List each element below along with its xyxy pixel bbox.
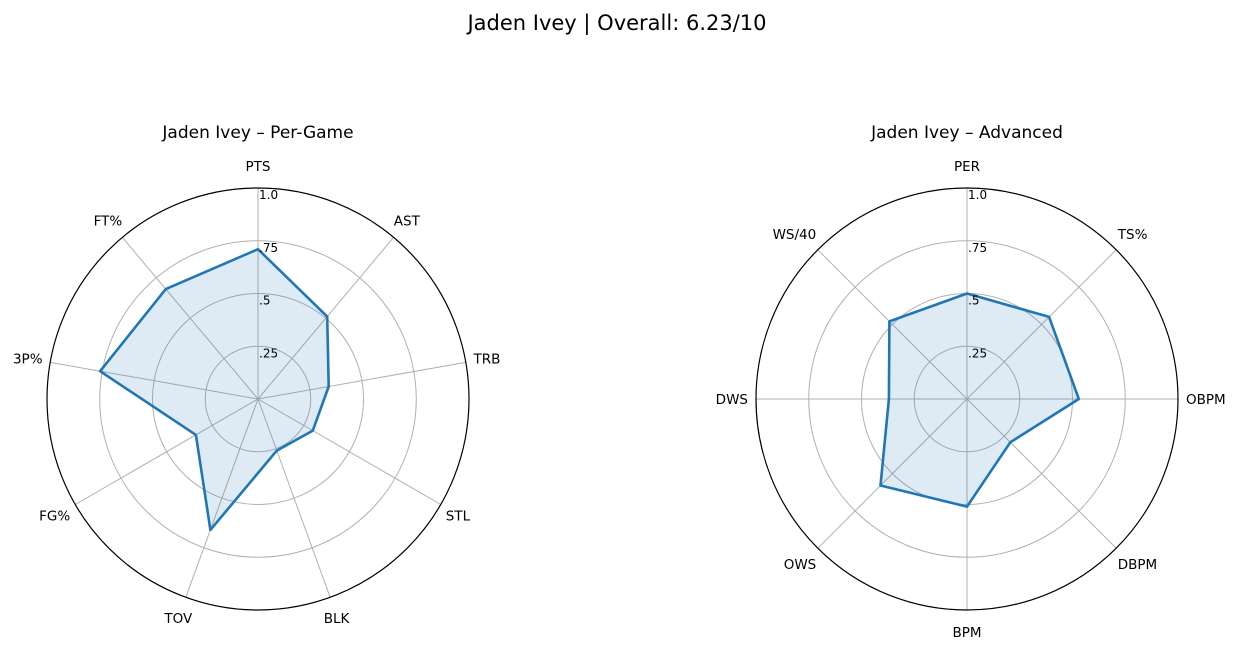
category-label-3p-pct: 3P%	[13, 352, 43, 368]
radial-tick-label-2: .75	[259, 241, 278, 255]
spoke-ws-40	[817, 249, 968, 400]
category-label-per: PER	[954, 159, 980, 175]
chart-title-per-game: Jaden Ivey – Per-Game	[161, 123, 353, 143]
category-label-dbpm: DBPM	[1118, 557, 1157, 573]
category-label-stl: STL	[446, 509, 471, 525]
spoke-ft-pct	[121, 237, 259, 400]
category-label-ast: AST	[394, 214, 421, 230]
polar-frame	[755, 187, 1179, 611]
series-line	[98, 247, 331, 532]
radial-tick-label-0: .25	[259, 346, 278, 360]
spoke-blk	[257, 398, 331, 598]
radar-chart-advanced: Jaden Ivey – Advanced .25 .5 .75 1.0 PER TS% O…	[716, 123, 1226, 641]
spoke-dbpm	[966, 398, 1117, 549]
radial-tick-label-3: 1.0	[968, 188, 987, 202]
category-label-ows: OWS	[784, 557, 817, 573]
spoke-ows	[817, 398, 968, 549]
category-label-trb: TRB	[472, 352, 500, 368]
radial-tick-label-3: 1.0	[259, 188, 278, 202]
category-label-pts: PTS	[246, 159, 271, 175]
series-area	[100, 249, 329, 530]
radial-tick-label-1: .5	[968, 294, 979, 308]
spoke-fg-pct	[75, 398, 259, 505]
figure-title: Jaden Ivey | Overall: 6.23/10	[465, 11, 766, 36]
series-area	[880, 293, 1079, 507]
radial-tick-label-2: .75	[968, 241, 987, 255]
category-label-ws-40: WS/40	[773, 227, 817, 243]
chart-title-advanced: Jaden Ivey – Advanced	[870, 123, 1063, 143]
category-label-dws: DWS	[716, 392, 748, 408]
category-label-obpm: OBPM	[1186, 392, 1226, 408]
category-label-ts-pct: TS%	[1117, 227, 1148, 243]
radial-tick-label-1: .5	[259, 294, 270, 308]
spoke-trb	[257, 361, 466, 400]
radar-chart-per-game: Jaden Ivey – Per-Game .25 .5 .75 1.0 PTS AST T…	[13, 123, 500, 627]
spoke-ast	[257, 237, 395, 400]
category-label-fg-pct: FG%	[39, 509, 70, 525]
category-label-ft-pct: FT%	[94, 214, 123, 230]
spoke-tov	[185, 398, 259, 598]
polar-frame	[46, 187, 470, 611]
spoke-stl	[257, 398, 441, 505]
category-label-bpm: BPM	[952, 625, 981, 641]
radial-tick-label-0: .25	[968, 346, 987, 360]
spoke-3p-pct	[50, 361, 259, 400]
series-line	[879, 292, 1081, 508]
spoke-ts-pct	[966, 249, 1117, 400]
category-label-tov: TOV	[163, 611, 193, 627]
category-label-blk: BLK	[324, 611, 351, 627]
